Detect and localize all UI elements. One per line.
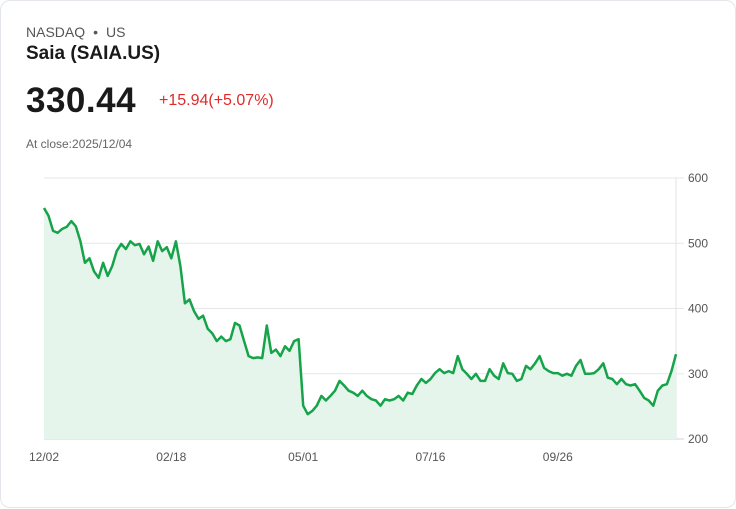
exchange-info: NASDAQ • US	[26, 24, 125, 40]
price-area	[44, 208, 676, 439]
price-change: +15.94(+5.07%)	[159, 92, 274, 109]
x-tick-label: 02/18	[156, 450, 186, 464]
close-date: At close:2025/12/04	[26, 137, 133, 151]
x-tick-label: 07/16	[415, 450, 445, 464]
stock-name: Saia (SAIA.US)	[26, 43, 161, 64]
x-tick-label: 12/02	[29, 450, 59, 464]
country: US	[106, 24, 126, 40]
price-line	[42, 207, 678, 416]
y-tick-label: 500	[688, 236, 708, 250]
x-tick-label: 09/26	[543, 450, 573, 464]
stock-price: 330.44	[26, 81, 137, 120]
exchange: NASDAQ	[26, 24, 86, 40]
x-tick-label: 05/01	[288, 450, 318, 464]
separator: •	[93, 24, 99, 40]
y-tick-label: 200	[688, 432, 708, 446]
y-tick-label: 400	[688, 302, 708, 316]
y-tick-label: 600	[688, 171, 708, 185]
y-tick-label: 300	[688, 367, 708, 381]
